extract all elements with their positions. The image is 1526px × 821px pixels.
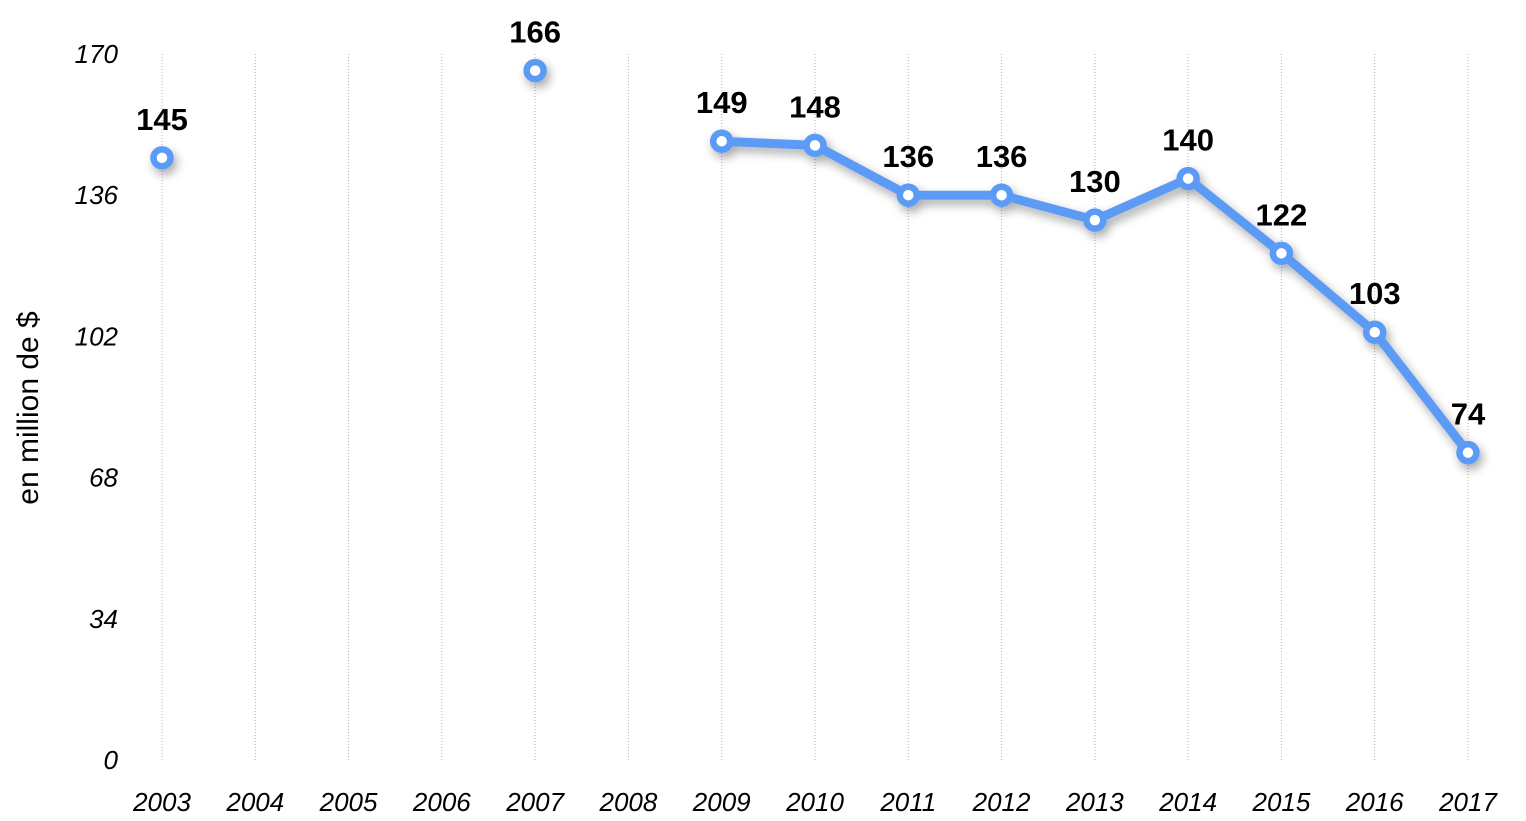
point-2011 [896,183,921,207]
y-axis-ticks: 0 34 68 102 136 170 [75,39,119,775]
point-2010 [803,133,827,158]
point-2016 [1362,320,1387,344]
x-tick-2011: 2011 [879,787,936,817]
x-tick-2004: 2004 [225,787,284,817]
x-tick-2015: 2015 [1252,787,1311,817]
x-tick-2014: 2014 [1158,787,1217,817]
x-tick-2012: 2012 [972,787,1031,817]
data-label-2012: 136 [976,139,1028,174]
x-tick-2009: 2009 [692,787,751,817]
data-label-2009: 149 [696,85,748,120]
point-2003 [150,146,174,170]
x-tick-2007: 2007 [505,787,565,817]
data-label-2007: 166 [509,15,561,50]
x-tick-2016: 2016 [1345,787,1404,817]
gridlines [161,54,1469,760]
y-tick-136: 136 [75,180,119,210]
x-tick-2010: 2010 [785,787,844,817]
point-2015 [1269,241,1294,266]
x-axis-ticks: 2003 2004 2005 2006 2007 2008 2009 2010 2011 2012… [132,787,1498,817]
point-2007 [523,58,547,83]
y-tick-102: 102 [75,321,119,351]
y-tick-68: 68 [89,463,118,493]
data-label-2015: 122 [1256,197,1308,232]
data-label-2014: 140 [1162,123,1214,158]
data-label-2003: 145 [136,102,188,137]
data-label-2011: 136 [882,139,934,174]
point-2013 [1083,208,1107,232]
x-tick-2005: 2005 [319,787,378,817]
y-tick-34: 34 [89,604,118,634]
data-label-2017: 74 [1451,397,1486,432]
y-tick-0: 0 [104,745,119,775]
data-label-2016: 103 [1349,276,1401,311]
point-2014 [1176,166,1200,191]
x-tick-2017: 2017 [1438,787,1498,817]
x-tick-2013: 2013 [1065,787,1124,817]
series-line [150,58,1480,465]
y-tick-170: 170 [75,39,119,69]
data-label-2013: 130 [1069,164,1121,199]
point-2017 [1456,440,1480,465]
x-tick-2008: 2008 [599,787,658,817]
point-2009 [709,129,734,153]
data-labels: 145 166 149 148 136 136 130 140 122 103 74 [136,15,1486,432]
point-2012 [989,183,1014,207]
data-label-2010: 148 [789,89,841,124]
x-tick-2003: 2003 [132,787,191,817]
x-tick-2006: 2006 [412,787,471,817]
y-axis-label: en million de $ [12,311,45,505]
